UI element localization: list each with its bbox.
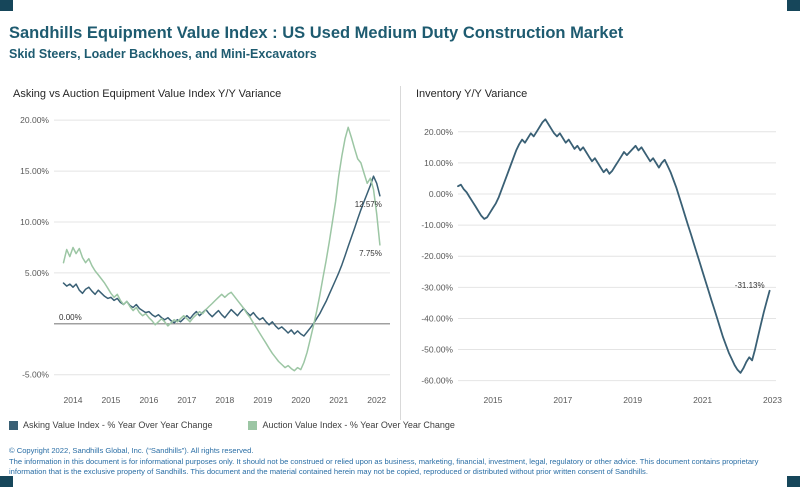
legend-item-auction: Auction Value Index - % Year Over Year C… [248,420,455,430]
copyright-line: © Copyright 2022, Sandhills Global, Inc.… [9,446,254,455]
y-tick-label: -50.00% [421,345,453,355]
page-title: Sandhills Equipment Value Index : US Use… [9,24,624,42]
legend: Asking Value Index - % Year Over Year Ch… [9,420,455,430]
y-tick-label: -40.00% [421,313,453,323]
x-tick-label: 2020 [291,395,310,405]
page-subtitle: Skid Steers, Loader Backhoes, and Mini-E… [9,47,317,61]
data-annotation: -31.13% [735,281,765,290]
x-tick-label: 2016 [139,395,158,405]
inventory-chart-title: Inventory Y/Y Variance [416,88,528,100]
x-tick-label: 2015 [483,395,502,405]
y-tick-label: -5.00% [22,370,49,380]
series-line [62,126,381,372]
series-line [62,175,381,337]
y-tick-label: 15.00% [20,166,49,176]
x-tick-label: 2017 [553,395,572,405]
corner-decoration-bottom-right [787,476,800,487]
x-tick-label: 2017 [177,395,196,405]
inventory-line-chart: 20.00% 10.00% 0.00% -10.00% -20.00% -30.00% -4… [421,118,782,405]
x-tick-label: 2015 [101,395,120,405]
disclaimer-line-2: information that is the exclusive proper… [9,467,648,477]
y-tick-label: 5.00% [25,268,50,278]
header: Sandhills Equipment Value Index : US Use… [9,24,623,61]
auction-series-swatch [248,420,258,430]
legend-item-asking: Asking Value Index - % Year Over Year Ch… [9,420,212,430]
disclaimer-line-1: The information in this document is for … [9,456,759,466]
x-tick-label: 2021 [693,395,712,405]
y-tick-label: 10.00% [424,158,453,168]
y-tick-label: 20.00% [20,115,49,125]
asking-series-swatch [9,420,18,430]
y-tick-label: -20.00% [421,251,453,261]
data-annotation: 12.57% [355,200,382,209]
x-tick-label: 2022 [367,395,386,405]
x-tick-label: 2014 [64,395,83,405]
y-tick-label: -10.00% [421,220,453,230]
panel-divider [400,86,401,420]
y-tick-label: 20.00% [424,127,453,137]
data-annotation: 0.00% [59,313,82,322]
asking-auction-chart-title: Asking vs Auction Equipment Value Index … [13,88,282,100]
asking-auction-line-chart: 20.00% 15.00% 10.00% 5.00% -5.00% 2014 2015 201… [20,115,390,405]
x-tick-label: 2019 [623,395,642,405]
corner-decoration-top-left [0,0,13,11]
y-tick-label: 0.00% [429,189,454,199]
footer-disclaimer: © Copyright 2022, Sandhills Global, Inc.… [9,446,791,478]
corner-decoration-bottom-left [0,476,13,487]
x-tick-label: 2019 [253,395,272,405]
series-line [457,118,771,374]
x-tick-label: 2023 [763,395,782,405]
y-tick-label: 10.00% [20,217,49,227]
x-tick-label: 2018 [215,395,234,405]
y-tick-label: -60.00% [421,376,453,386]
x-tick-label: 2021 [329,395,348,405]
corner-decoration-top-right [787,0,800,11]
data-annotation: 7.75% [359,249,382,258]
asking-legend-label: Asking Value Index - % Year Over Year Ch… [23,420,213,430]
auction-legend-label: Auction Value Index - % Year Over Year C… [262,420,455,430]
y-tick-label: -30.00% [421,282,453,292]
